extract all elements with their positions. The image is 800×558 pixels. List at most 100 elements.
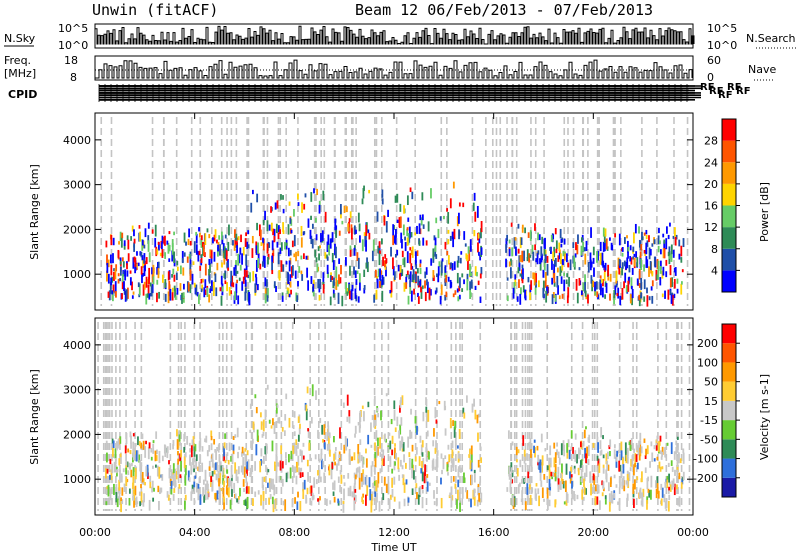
data-cell — [210, 443, 213, 451]
data-cell — [676, 469, 679, 480]
data-cell — [477, 242, 479, 253]
data-cell — [332, 260, 335, 271]
data-cell — [473, 496, 476, 506]
data-cell — [378, 246, 381, 255]
data-cell — [135, 496, 138, 507]
data-cell — [318, 469, 321, 479]
data-cell — [627, 246, 630, 252]
data-cell — [444, 241, 447, 250]
data-cell — [234, 291, 236, 301]
data-cell — [319, 278, 321, 290]
data-cell — [177, 458, 180, 465]
data-cell — [219, 461, 221, 474]
data-cell — [562, 480, 565, 489]
data-cell — [447, 255, 450, 265]
data-cell — [479, 254, 482, 261]
data-cell — [318, 458, 321, 463]
data-cell — [160, 487, 163, 493]
data-cell — [310, 485, 313, 496]
data-cell — [235, 233, 238, 241]
data-cell — [142, 272, 144, 277]
data-cell — [531, 487, 534, 493]
data-cell — [680, 257, 683, 263]
data-cell — [543, 248, 546, 256]
data-cell — [219, 493, 221, 503]
data-cell — [457, 479, 460, 488]
data-cell — [198, 250, 201, 256]
data-cell — [566, 273, 569, 278]
data-cell — [410, 249, 413, 256]
data-cell — [421, 452, 424, 457]
data-cell — [147, 235, 150, 244]
data-cell — [601, 252, 604, 263]
data-cell — [604, 294, 606, 299]
data-cell — [411, 444, 414, 452]
data-cell — [597, 465, 600, 478]
data-cell — [549, 457, 552, 468]
data-cell — [289, 467, 292, 479]
data-cell — [142, 478, 145, 483]
data-cell — [216, 461, 219, 472]
data-cell — [603, 272, 606, 281]
data-cell — [145, 440, 147, 445]
data-cell — [184, 494, 187, 501]
data-cell — [319, 496, 321, 501]
data-cell — [406, 228, 409, 237]
data-cell — [678, 253, 681, 260]
data-cell — [113, 271, 115, 281]
data-cell — [290, 289, 292, 295]
data-cell — [167, 271, 170, 281]
data-cell — [675, 234, 678, 240]
data-cell — [234, 239, 237, 247]
data-cell — [242, 479, 245, 487]
data-cell — [408, 274, 411, 280]
data-cell — [370, 422, 372, 432]
data-cell — [452, 420, 455, 427]
data-cell — [223, 474, 226, 479]
data-cell — [435, 440, 437, 452]
data-cell — [132, 467, 135, 477]
data-cell — [409, 271, 412, 283]
data-cell — [190, 465, 193, 475]
data-cell — [266, 220, 269, 232]
data-cell — [510, 467, 513, 474]
data-cell — [558, 242, 561, 251]
data-cell — [234, 462, 237, 474]
data-cell — [435, 287, 438, 293]
data-cell — [631, 294, 633, 306]
data-cell — [669, 484, 672, 492]
data-cell — [459, 257, 462, 264]
data-cell — [108, 290, 111, 301]
data-cell — [416, 250, 419, 257]
data-cell — [311, 238, 314, 249]
data-cell — [295, 251, 297, 262]
data-cell — [567, 439, 570, 448]
data-cell — [390, 246, 392, 257]
colorbar-tick-label: -50 — [700, 433, 718, 446]
data-cell — [560, 473, 562, 479]
data-cell — [566, 447, 569, 459]
data-cell — [421, 440, 424, 448]
data-cell — [477, 432, 479, 442]
data-cell — [237, 496, 240, 500]
data-cell — [419, 267, 422, 275]
data-cell — [203, 244, 205, 257]
data-cell — [249, 272, 251, 283]
data-cell — [648, 247, 651, 260]
data-cell — [335, 266, 338, 279]
cpid-rf-label: RF — [718, 90, 733, 101]
data-cell — [466, 273, 469, 282]
y-tick-label: 2000 — [63, 428, 91, 441]
data-cell — [381, 284, 383, 288]
data-cell — [188, 228, 191, 238]
data-cell — [353, 266, 355, 275]
data-cell — [313, 188, 315, 194]
data-cell — [187, 282, 190, 292]
data-cell — [392, 234, 395, 246]
data-cell — [357, 212, 360, 223]
data-cell — [632, 483, 635, 495]
data-cell — [621, 267, 623, 276]
data-cell — [548, 478, 551, 490]
data-cell — [579, 449, 582, 455]
data-cell — [613, 444, 616, 449]
